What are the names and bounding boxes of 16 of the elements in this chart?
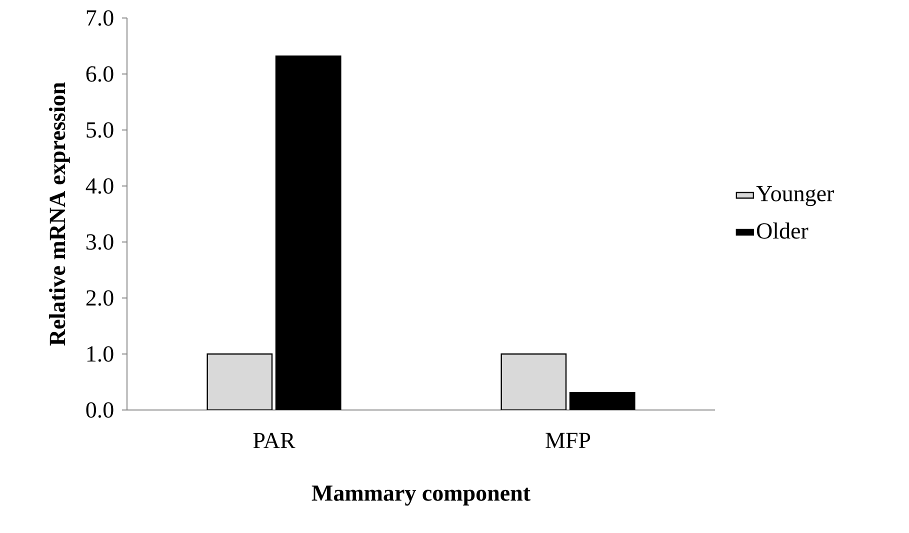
y-tick-label: 3.0 [86,234,114,250]
x-axis-title: Mammary component [312,486,530,506]
bar [206,353,273,410]
legend-label: Older [756,222,808,239]
y-tick-label: 0.0 [86,402,114,418]
y-tick-label: 7.0 [86,10,114,26]
y-axis-title: Relative mRNA expression [49,82,70,346]
x-tick-label: MFP [546,432,590,448]
y-tick-label: 6.0 [86,66,114,82]
y-tick-label: 4.0 [86,178,114,194]
x-tick-label: PAR [253,432,296,448]
bar [500,353,567,410]
legend-label: Younger [756,186,834,206]
y-tick-label: 1.0 [87,346,114,362]
y-tick-label: 2.0 [86,290,114,306]
y-tick-label: 5.0 [86,122,114,138]
